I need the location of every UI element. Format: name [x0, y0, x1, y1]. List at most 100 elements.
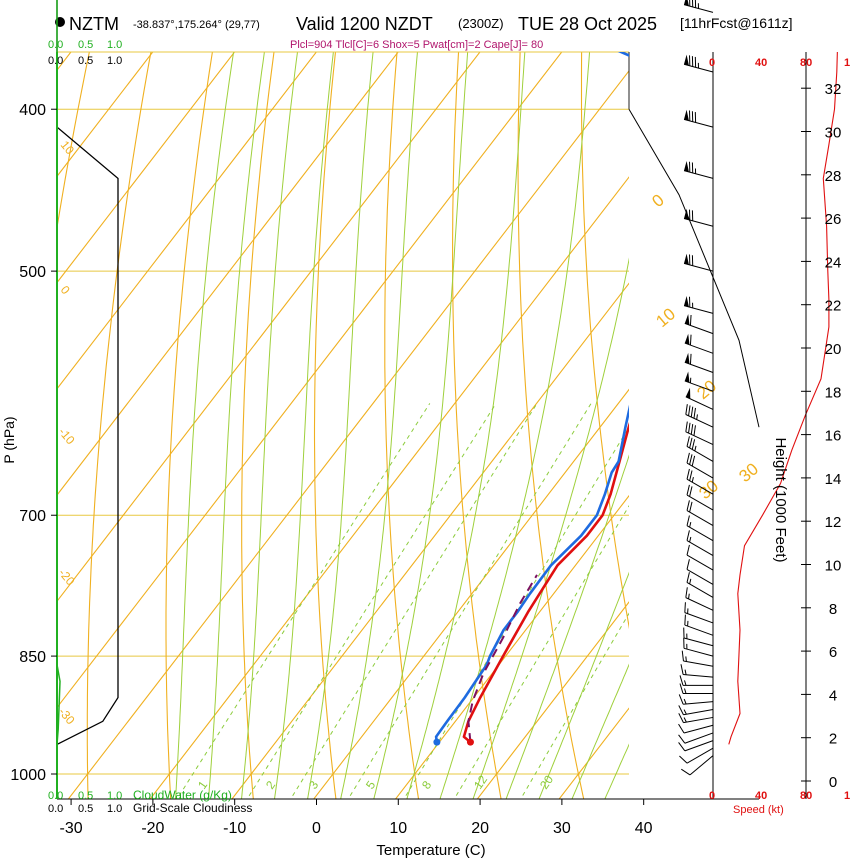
wind-barb-full — [679, 755, 688, 764]
dry-adiabat-line — [580, 52, 629, 630]
cloudiness-top-tick: 0.5 — [78, 55, 93, 67]
dry-adiabat-label: -10 — [56, 425, 78, 448]
wind-barb-full — [693, 407, 696, 419]
hodograph-line — [628, 108, 760, 428]
wind-barb-full — [689, 314, 692, 326]
wind-barbs — [678, 0, 714, 776]
cloudiness-top-tick: 1.0 — [107, 55, 122, 67]
profile-clip-group — [434, 52, 629, 744]
height-tick-label: 24 — [825, 254, 842, 271]
wind-barb-staff — [683, 709, 714, 716]
cloudiness-bottom-tick: 0.5 — [78, 803, 93, 815]
isotherm-line — [57, 52, 399, 496]
wind-barb — [683, 109, 714, 128]
header: NZTM -38.837°,175.264° (29,77) Valid 120… — [55, 14, 793, 51]
moist-adiabat-line — [174, 52, 235, 799]
wind-barb-full — [686, 468, 690, 480]
wind-barb-half — [683, 698, 687, 705]
wind-barb-staff — [686, 462, 714, 479]
speed-label: Speed (kt) — [733, 804, 784, 816]
wind-barb-staff — [686, 494, 714, 511]
wind-barb — [686, 544, 714, 571]
isotherm-line — [57, 52, 236, 284]
wind-barb — [686, 572, 714, 598]
wind-barb-flag — [684, 296, 689, 307]
wind-barb-flag — [684, 161, 689, 172]
wind-barb-half — [683, 709, 687, 715]
wind-barb-full — [685, 587, 688, 598]
wind-barb-staff — [684, 361, 714, 373]
cloudwater-top-tick: 0.0 — [48, 39, 63, 51]
cloudwater-bottom-tick: 1.0 — [107, 790, 122, 802]
cloudiness-label: Grid-Scale Cloudiness — [133, 801, 252, 815]
wind-barb — [683, 627, 714, 647]
wind-barb-full — [679, 675, 684, 686]
wind-barb — [678, 705, 714, 716]
dew-point-profile — [434, 52, 629, 743]
speed-top-tick: 0 — [709, 57, 715, 69]
mixing-ratio-label: 12 — [471, 772, 490, 791]
cloudiness-bottom-tick: 1.0 — [107, 803, 122, 815]
mixing-ratio-line — [453, 504, 629, 799]
wind-barb-full — [689, 437, 693, 449]
mixing-ratio-line — [520, 612, 629, 799]
isotherm-line — [231, 282, 629, 799]
mixing-ratio-line — [176, 403, 431, 799]
y-axis-title: P (hPa) — [1, 416, 17, 463]
p-tick-label: 1000 — [10, 767, 46, 784]
moist-adiabat-line — [571, 663, 629, 799]
wind-barb-full — [678, 705, 684, 715]
sounding-profiles — [433, 52, 629, 746]
dry-adiabat-label: 0 — [58, 283, 73, 297]
wind-barb-staff — [686, 540, 714, 556]
moist-adiabat-line — [273, 52, 334, 799]
wind-barb-full — [684, 614, 686, 626]
wind-barb — [686, 452, 714, 479]
height-tick-label: 0 — [829, 774, 837, 791]
wind-barb — [683, 296, 714, 314]
height-tick-label: 30 — [825, 125, 842, 142]
mixing-ratio-label: 3 — [306, 778, 321, 792]
dry-adiabat-line — [57, 52, 90, 231]
mixing-ratio-label: 8 — [419, 778, 434, 792]
isotherm-line — [797, 0, 850, 809]
isotherm-line — [0, 0, 230, 809]
dry-adiabat-line — [702, 0, 834, 809]
wind-barb — [683, 208, 714, 227]
wind-barb — [684, 371, 714, 392]
wind-barb-staff — [686, 568, 714, 585]
x-tick-label: -30 — [60, 820, 83, 837]
isotherm-line — [57, 52, 318, 390]
wind-barb-staff — [686, 446, 714, 462]
wind-barb-staff — [684, 380, 714, 392]
wind-barb-staff — [683, 305, 714, 314]
wind-barb-staff — [683, 660, 714, 667]
height-tick-label: 28 — [825, 168, 842, 185]
wind-barb — [684, 333, 714, 354]
wind-barb — [685, 587, 714, 611]
wind-barb-half — [696, 414, 698, 420]
wind-barb-staff — [686, 554, 714, 571]
isotherm-line — [313, 388, 629, 799]
wind-barb-half — [689, 578, 692, 585]
isotherm-line — [57, 52, 563, 709]
mixing-ratio-line — [246, 403, 497, 799]
x-tick-label: 40 — [635, 820, 653, 837]
plot-area-lines — [0, 0, 850, 809]
wind-barb-flag — [684, 314, 690, 326]
wind-barb — [683, 637, 714, 657]
wind-barb-flag — [684, 352, 690, 364]
wind-barb — [678, 713, 714, 724]
wind-barb — [680, 664, 714, 678]
wind-barb-full — [691, 455, 696, 467]
x-axis-title: Temperature (C) — [376, 842, 485, 859]
cloudiness-top-tick: 0.0 — [48, 55, 63, 67]
wind-barb-staff — [683, 701, 714, 705]
wind-barb-full — [686, 572, 690, 583]
isotherm-label: 30 — [695, 476, 722, 503]
height-tick-label: 20 — [825, 341, 842, 358]
wind-barb-staff — [689, 755, 714, 776]
height-tick-label: 10 — [825, 558, 842, 575]
wind-barb-full — [679, 683, 684, 694]
